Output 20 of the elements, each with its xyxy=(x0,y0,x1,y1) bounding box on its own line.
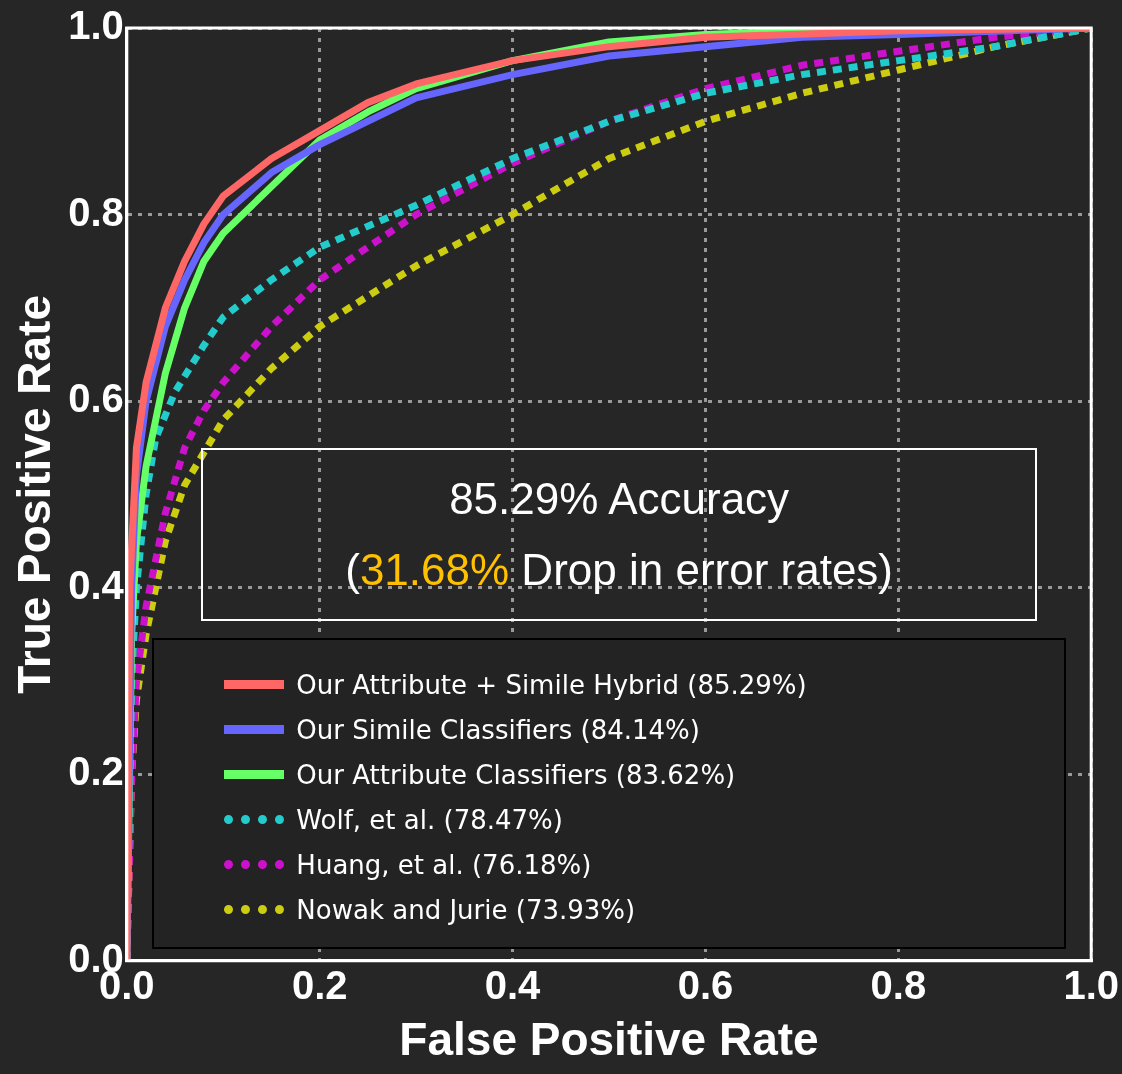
x-tick-label: 0.6 xyxy=(677,962,734,1007)
legend-label: Our Attribute Classifiers (83.62%) xyxy=(296,759,736,790)
legend-label: Huang, et al. (76.18%) xyxy=(296,849,592,880)
x-tick-label: 0.2 xyxy=(291,962,348,1007)
y-tick-label: 1.0 xyxy=(68,3,124,48)
y-axis-title: True Positive Rate xyxy=(8,294,61,694)
x-tick-label: 0.8 xyxy=(870,962,927,1007)
legend-label: Our Simile Classifiers (84.14%) xyxy=(296,714,700,745)
y-tick-label: 0.4 xyxy=(68,562,125,607)
annotation: (31.68% Drop in error rates) xyxy=(344,543,894,596)
x-tick-label: 0.4 xyxy=(484,962,542,1007)
annotation: 85.29% Accuracy xyxy=(448,473,791,526)
legend-label: Nowak and Jurie (73.93%) xyxy=(296,894,636,925)
legend-label: Our Attribute + Simile Hybrid (85.29%) xyxy=(296,669,807,700)
legend-label: Wolf, et al. (78.47%) xyxy=(296,804,563,835)
y-tick-label: 0.6 xyxy=(68,376,124,421)
y-tick-label: 0.2 xyxy=(68,749,124,794)
x-axis-title: False Positive Rate xyxy=(399,1013,819,1066)
x-tick-label: 1.0 xyxy=(1063,962,1119,1007)
y-tick-label: 0.8 xyxy=(68,189,124,234)
